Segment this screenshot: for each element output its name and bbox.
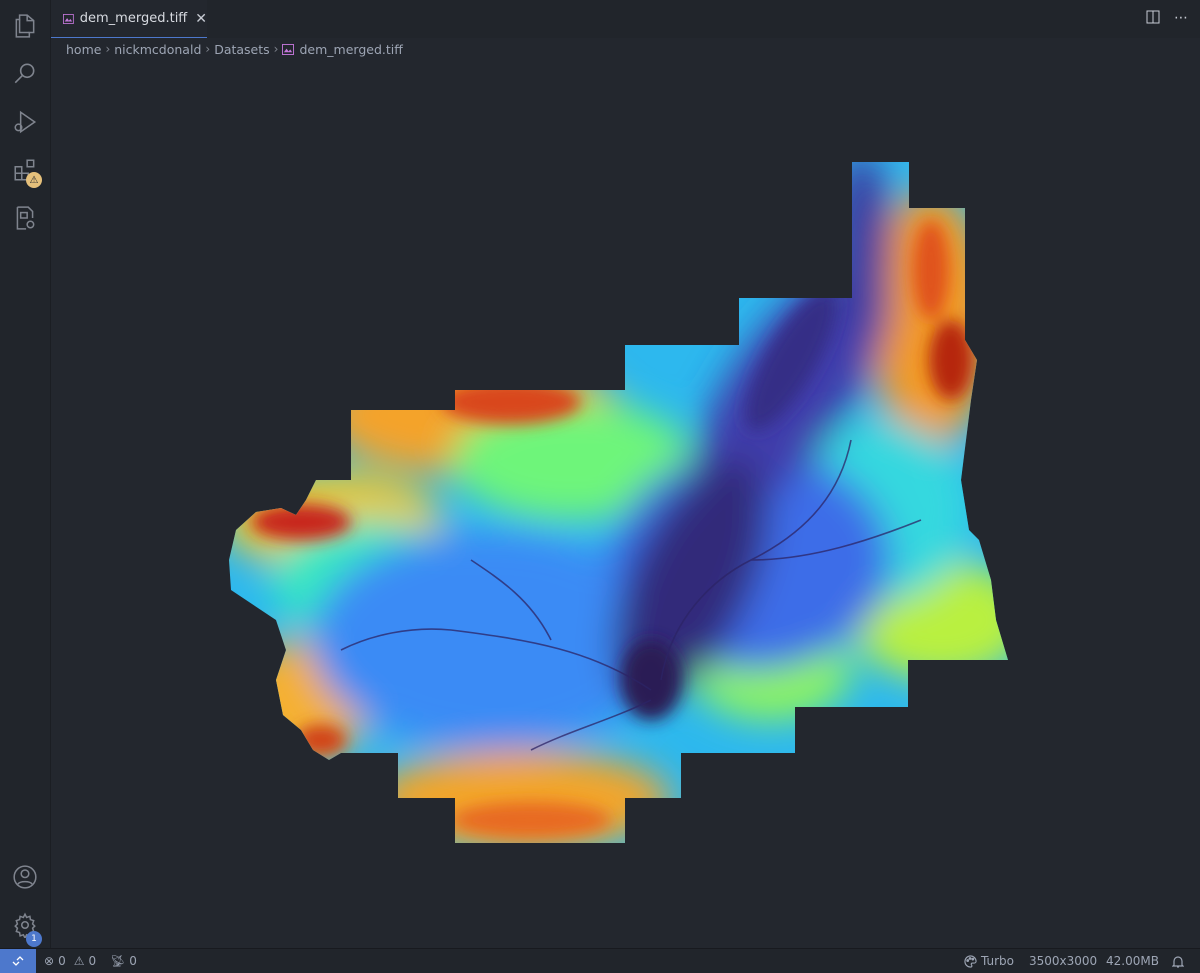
ports-indicator[interactable]: 📡︎ 0	[110, 949, 137, 973]
search-icon	[14, 63, 35, 84]
activity-bar: ⚠ 1	[0, 0, 51, 948]
breadcrumb-item-file[interactable]: dem_merged.tiff	[299, 41, 403, 57]
search-button[interactable]	[0, 50, 50, 98]
colormap-label: Turbo	[981, 954, 1015, 968]
palette-icon	[964, 954, 977, 968]
image-viewer[interactable]	[51, 60, 1200, 948]
remote-explorer-icon	[16, 206, 35, 230]
split-editor-icon[interactable]	[1146, 10, 1160, 24]
dem-heightmap	[229, 162, 1008, 843]
settings-update-badge: 1	[26, 931, 42, 947]
editor-area: dem_merged.tiff ✕ ⋯ home › nickmcdonald …	[51, 0, 1200, 948]
chevron-right-icon: ›	[205, 42, 211, 56]
bell-icon	[1172, 955, 1184, 968]
breadcrumb-item-datasets[interactable]: Datasets	[214, 41, 270, 57]
notifications-button[interactable]	[1172, 949, 1184, 973]
error-icon: ⊗	[44, 954, 55, 968]
problems-indicator[interactable]: ⊗ 0 ⚠ 0	[44, 949, 96, 973]
file-size: 42.00MB	[1106, 949, 1159, 973]
tab-dem-merged[interactable]: dem_merged.tiff ✕	[51, 0, 207, 38]
account-icon	[13, 865, 37, 889]
ports-count: 0	[129, 954, 137, 968]
chevron-right-icon: ›	[273, 42, 279, 56]
colormap-selector[interactable]: Turbo	[964, 949, 1014, 973]
run-debug-button[interactable]	[0, 98, 50, 146]
image-dimensions: 3500x3000	[1029, 949, 1097, 973]
extensions-warning-badge: ⚠	[26, 172, 42, 188]
remote-explorer-button[interactable]	[0, 194, 50, 242]
image-file-icon	[282, 43, 295, 55]
run-debug-icon	[14, 110, 37, 134]
explorer-button[interactable]	[0, 2, 50, 50]
close-icon[interactable]: ✕	[195, 10, 207, 27]
breadcrumb: home › nickmcdonald › Datasets › dem_mer…	[66, 39, 403, 59]
dimensions-label: 3500x3000	[1029, 954, 1098, 968]
more-actions-icon[interactable]: ⋯	[1174, 10, 1188, 26]
breadcrumb-item-home[interactable]: home	[66, 41, 102, 57]
extensions-button[interactable]: ⚠	[0, 146, 50, 194]
remote-icon	[12, 956, 24, 966]
explorer-icon	[15, 14, 35, 38]
status-bar: ⊗ 0 ⚠ 0 📡︎ 0 Turbo 3500x3000 42.00MB	[0, 948, 1200, 973]
dem-image[interactable]	[51, 60, 1200, 948]
error-count: 0	[58, 954, 66, 968]
file-size-label: 42.00MB	[1106, 954, 1159, 968]
warning-icon: ⚠	[73, 954, 85, 968]
accounts-button[interactable]	[0, 853, 50, 901]
image-file-icon	[63, 13, 74, 24]
settings-gear-icon	[14, 912, 36, 938]
tab-label: dem_merged.tiff	[79, 11, 188, 26]
manage-button[interactable]: 1	[0, 901, 50, 949]
breadcrumb-item-user[interactable]: nickmcdonald	[114, 41, 202, 57]
remote-indicator[interactable]	[0, 949, 36, 973]
warning-count: 0	[88, 954, 97, 968]
ports-icon: 📡︎	[110, 954, 126, 968]
chevron-right-icon: ›	[105, 42, 111, 56]
tab-bar: dem_merged.tiff ✕ ⋯	[51, 0, 1200, 38]
